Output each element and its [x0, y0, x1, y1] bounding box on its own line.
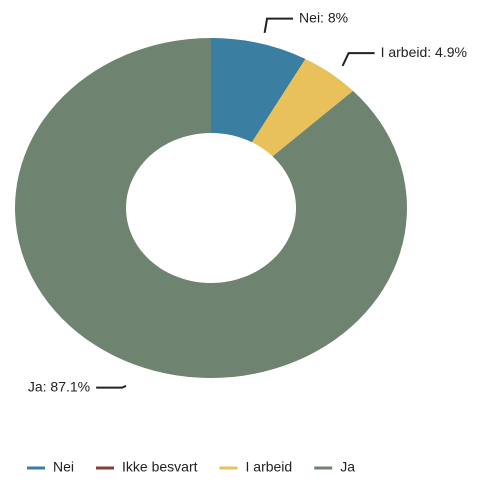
legend-label: Nei — [53, 459, 74, 475]
data-label: I arbeid: 4.9% — [381, 44, 467, 60]
legend-label: Ikke besvart — [122, 459, 198, 475]
data-label: Nei: 8% — [299, 9, 348, 25]
donut-slice — [14, 38, 407, 378]
leader-line — [96, 384, 127, 389]
leader-line — [341, 52, 375, 67]
donut-slice — [211, 38, 306, 143]
data-label: Ja: 87.1% — [28, 378, 90, 394]
donut-slice — [251, 59, 354, 157]
legend-label: I arbeid — [246, 459, 293, 475]
legend-label: Ja — [340, 459, 355, 475]
leader-line — [263, 17, 294, 34]
